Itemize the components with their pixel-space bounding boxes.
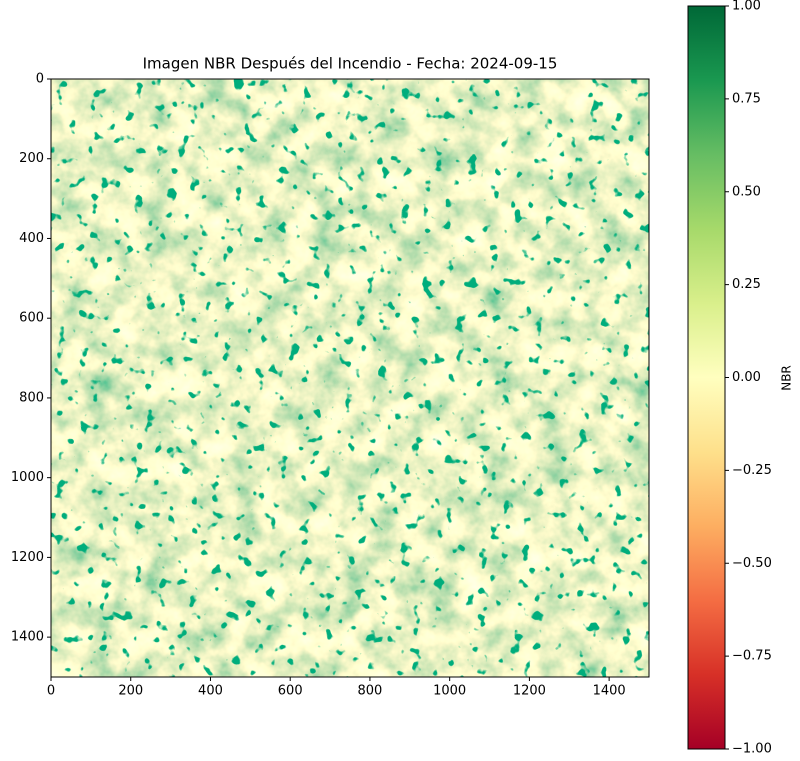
image-patches bbox=[51, 79, 649, 677]
colorbar-tick-label: −0.50 bbox=[732, 556, 772, 571]
x-tick-label: 600 bbox=[278, 684, 303, 699]
y-tick-label: 0 bbox=[36, 72, 44, 87]
x-tick-label: 1000 bbox=[433, 684, 466, 699]
y-tick-label: 400 bbox=[19, 231, 44, 246]
x-tick-label: 0 bbox=[47, 684, 55, 699]
y-tick-label: 200 bbox=[19, 151, 44, 166]
colorbar-tick-label: 0.50 bbox=[732, 184, 761, 199]
y-tick-label: 1000 bbox=[11, 470, 44, 485]
colorbar-tick-label: −1.00 bbox=[732, 742, 772, 757]
y-tick-label: 1400 bbox=[11, 630, 44, 645]
x-tick-label: 1200 bbox=[513, 684, 546, 699]
y-tick-label: 800 bbox=[19, 390, 44, 405]
y-tick-label: 1200 bbox=[11, 550, 44, 565]
colorbar-tick-label: 0.00 bbox=[732, 370, 761, 385]
colorbar-tick-label: 0.75 bbox=[732, 91, 761, 106]
chart-title: Imagen NBR Después del Incendio - Fecha:… bbox=[143, 55, 558, 73]
colorbar-tick-label: −0.25 bbox=[732, 463, 772, 478]
x-tick-label: 1400 bbox=[593, 684, 626, 699]
x-tick-label: 400 bbox=[198, 684, 223, 699]
colorbar-tick-label: −0.75 bbox=[732, 649, 772, 664]
colorbar-tick-label: 0.25 bbox=[732, 277, 761, 292]
colorbar bbox=[687, 5, 726, 750]
x-tick-label: 200 bbox=[118, 684, 143, 699]
colorbar-label: NBR bbox=[780, 365, 794, 391]
raster-image bbox=[51, 79, 649, 677]
x-tick-label: 800 bbox=[358, 684, 383, 699]
y-tick-label: 600 bbox=[19, 311, 44, 326]
axes-frame bbox=[50, 78, 650, 678]
colorbar-tick-label: 1.00 bbox=[732, 0, 761, 14]
